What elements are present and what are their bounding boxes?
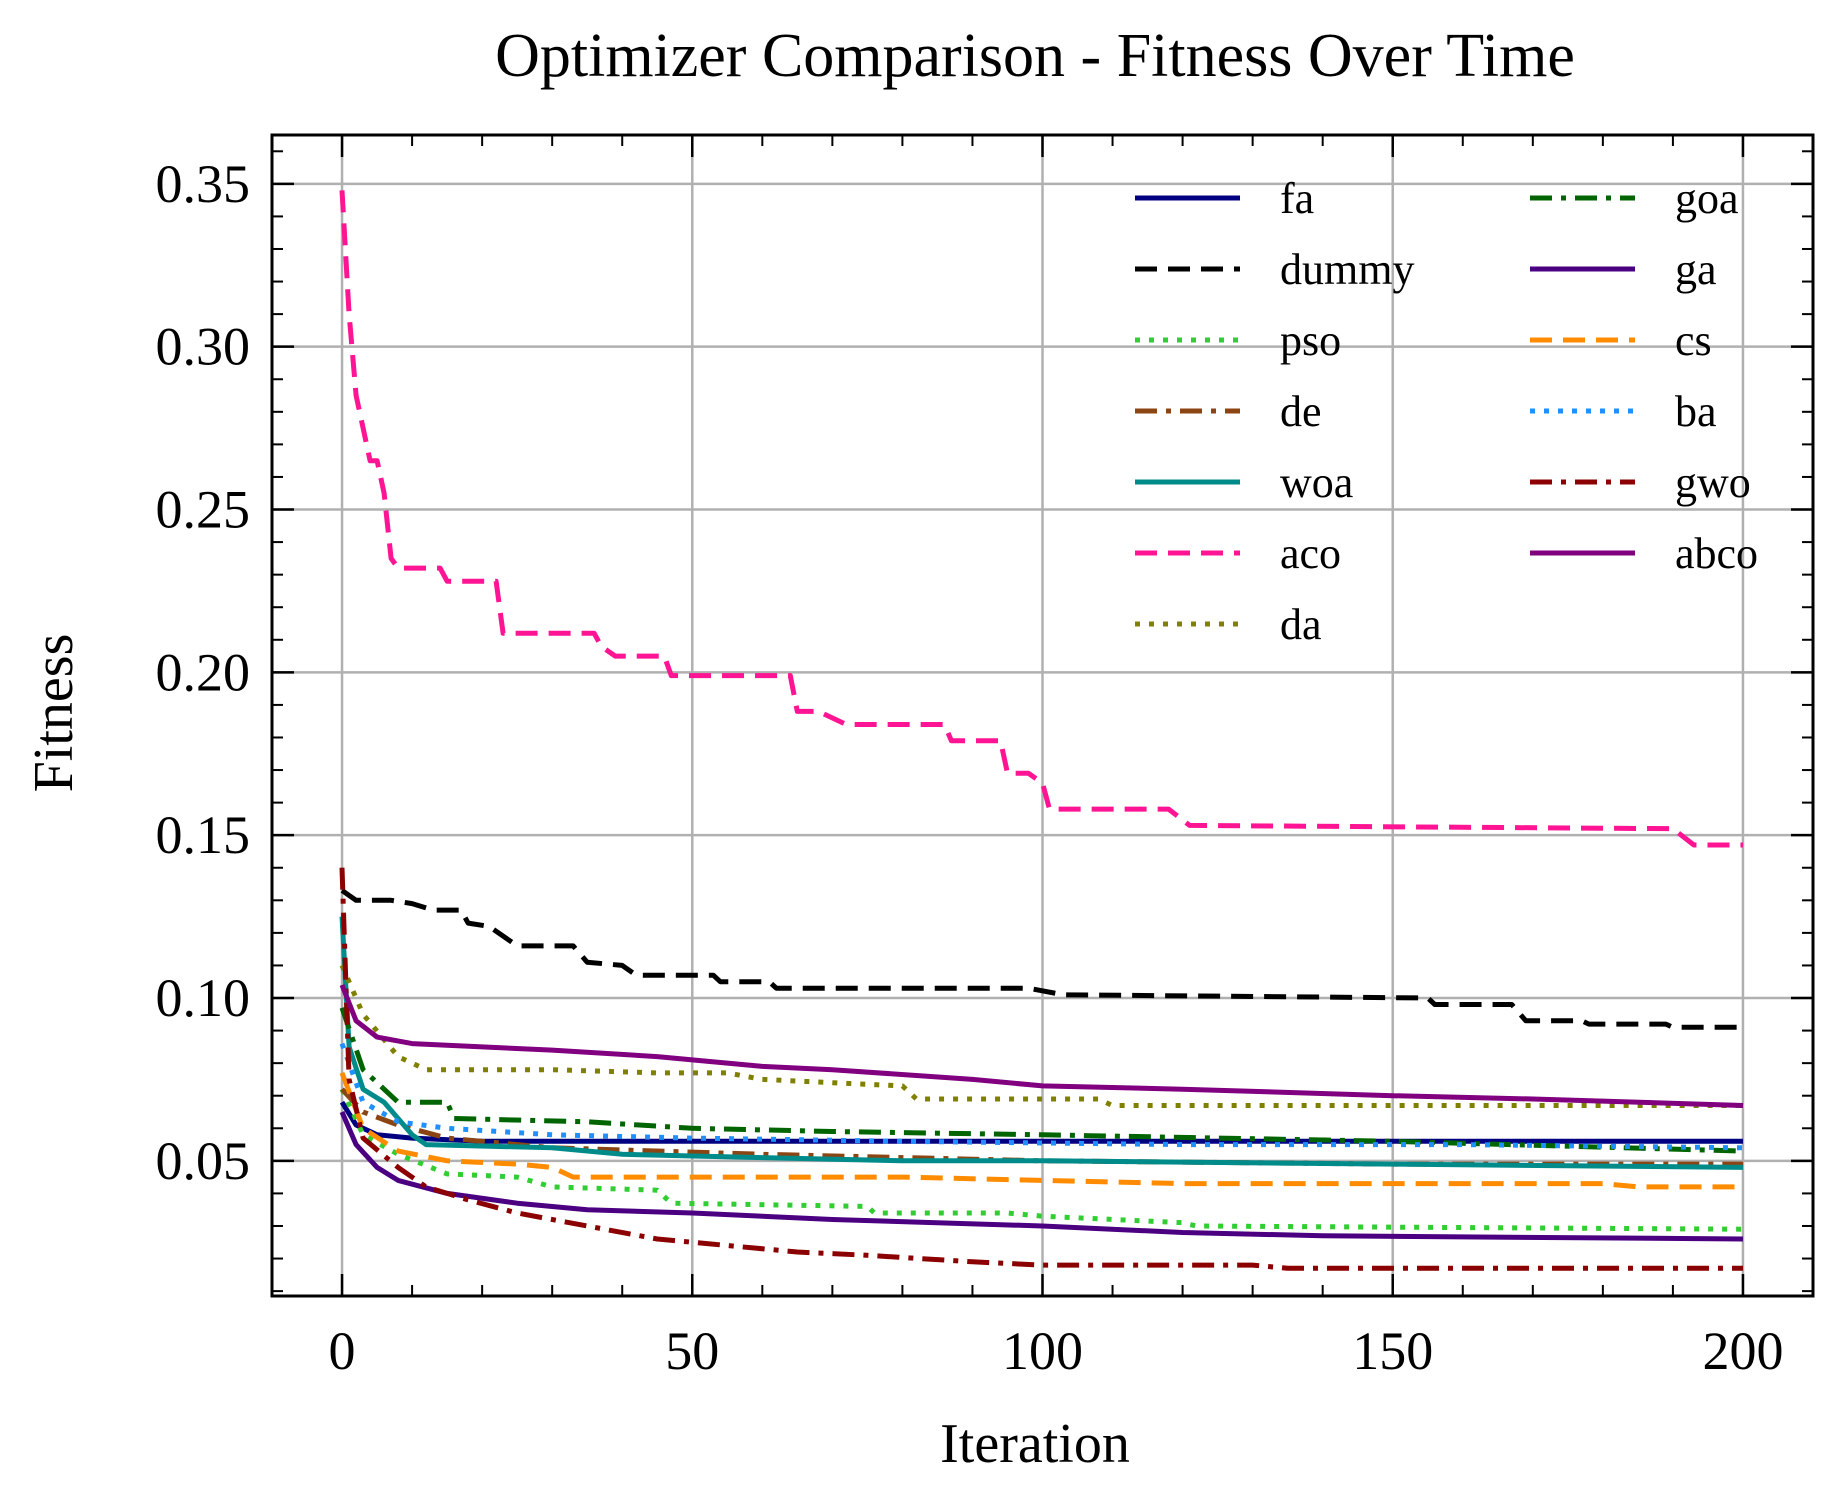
series-line-cs (339, 1072, 1743, 1190)
y-tick-label: 0.30 (156, 317, 251, 377)
y-tick-label: 0.20 (156, 642, 251, 702)
y-axis-label: Fitness (23, 634, 85, 793)
x-tick-label: 150 (1352, 1321, 1433, 1381)
legend-entry-pso: pso (1135, 316, 1341, 365)
x-tick-label: 0 (329, 1321, 356, 1381)
legend-label: de (1280, 387, 1322, 436)
series-line-goa (339, 1006, 1744, 1154)
series-layer (339, 190, 1744, 1271)
x-axis-label: Iteration (940, 1413, 1130, 1475)
legend-entry-da: da (1135, 600, 1322, 649)
legend-entry-cs: cs (1530, 316, 1712, 365)
legend-label: abco (1675, 529, 1758, 578)
series-line-ga (339, 1111, 1744, 1242)
legend-entry-abco: abco (1530, 529, 1758, 578)
legend-entry-dummy: dummy (1135, 245, 1414, 294)
legend-entry-ga: ga (1530, 245, 1717, 294)
y-tick-label: 0.35 (156, 154, 251, 214)
tick-labels: 0 50 100 150 200 0.05 0.10 0.15 0.20 0.25 0.30 0.35 (156, 154, 1784, 1381)
legend-label: cs (1675, 316, 1712, 365)
series-line-gwo (339, 867, 1743, 1271)
y-tick-label: 0.05 (156, 1131, 251, 1191)
series-line-da (339, 964, 1743, 1108)
axes (270, 133, 1815, 1298)
series-line-woa (339, 916, 1744, 1170)
legend-label: woa (1280, 458, 1353, 507)
x-tick-label: 50 (665, 1321, 719, 1381)
legend-entry-de: de (1135, 387, 1322, 436)
legend-entry-woa: woa (1135, 458, 1353, 507)
legend-label: aco (1280, 529, 1341, 578)
legend-entry-goa: goa (1530, 174, 1739, 223)
y-tick-label: 0.15 (156, 805, 251, 865)
legend-label: ba (1675, 387, 1717, 436)
y-tick-label: 0.10 (156, 968, 251, 1028)
x-tick-label: 200 (1702, 1321, 1783, 1381)
series-line-dummy (340, 888, 1743, 1030)
legend-label: dummy (1280, 245, 1414, 294)
legend-label: fa (1280, 174, 1314, 223)
chart-title: Optimizer Comparison - Fitness Over Time (495, 22, 1575, 90)
series-line-abco (339, 984, 1744, 1108)
series-line-fa (339, 1100, 1743, 1144)
legend-entry-aco: aco (1135, 529, 1341, 578)
legend-entry-fa: fa (1135, 174, 1314, 223)
y-tick-label: 0.25 (156, 480, 251, 540)
legend-label: goa (1675, 174, 1739, 223)
x-tick-label: 100 (1002, 1321, 1083, 1381)
series-line-aco (339, 190, 1743, 848)
series-line-pso (339, 1088, 1744, 1232)
legend-label: da (1280, 600, 1322, 649)
legend: fa dummy pso de woa aco da goa ga cs ba gwo abco (1135, 174, 1758, 649)
legend-label: gwo (1675, 458, 1751, 507)
legend-entry-ba: ba (1530, 387, 1717, 436)
legend-label: pso (1280, 316, 1341, 365)
legend-entry-gwo: gwo (1530, 458, 1751, 507)
legend-label: ga (1675, 245, 1717, 294)
